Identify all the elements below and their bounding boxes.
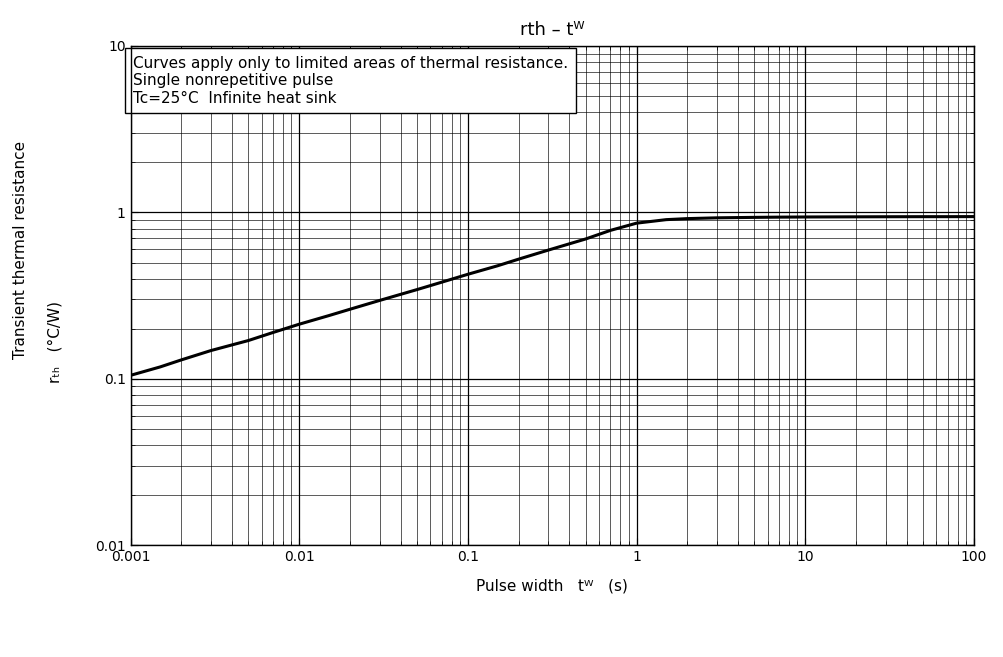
Title: rth – tᵂ: rth – tᵂ (520, 21, 584, 39)
Text: Transient thermal resistance: Transient thermal resistance (13, 141, 27, 359)
Text: rₜₕ   (°C/W): rₜₕ (°C/W) (48, 301, 62, 382)
X-axis label: Pulse width   tᵂ   (s): Pulse width tᵂ (s) (475, 578, 628, 593)
Text: Curves apply only to limited areas of thermal resistance.
Single nonrepetitive p: Curves apply only to limited areas of th… (133, 56, 568, 106)
